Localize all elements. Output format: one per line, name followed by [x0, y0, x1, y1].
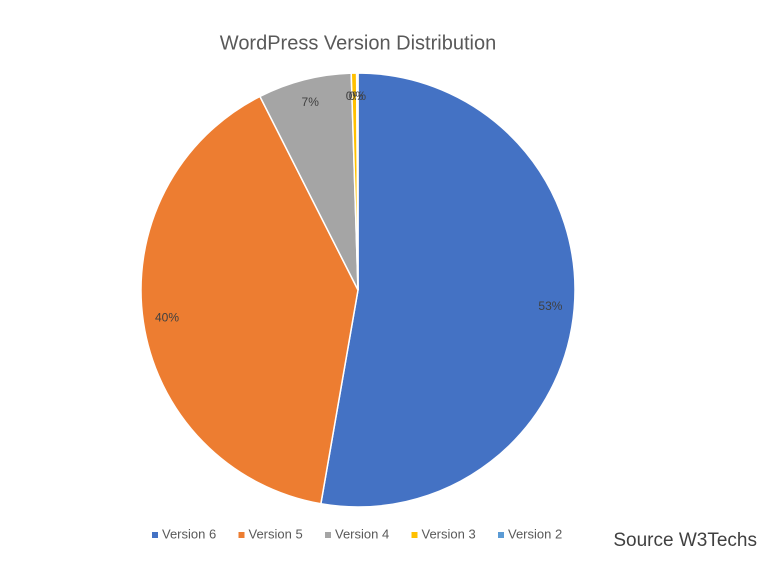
- value-label: 53%: [538, 299, 562, 313]
- legend-swatch: [152, 532, 158, 538]
- chart-title: WordPress Version Distribution: [220, 32, 496, 54]
- legend-label: Version 2: [508, 526, 562, 541]
- legend-label: Version 4: [335, 526, 389, 541]
- pie-slice: [355, 72, 359, 291]
- legend-swatch: [325, 532, 331, 538]
- value-label: 0%: [346, 89, 364, 103]
- value-label: 0%: [349, 89, 367, 103]
- pie-slice: [140, 95, 359, 505]
- source-note: Source W3Techs: [613, 530, 757, 551]
- legend-label: Version 6: [162, 526, 216, 541]
- legend-label: Version 5: [249, 526, 303, 541]
- value-label: 7%: [302, 95, 320, 109]
- legend-label: Version 3: [422, 526, 476, 541]
- legend-swatch: [411, 532, 418, 538]
- legend-swatch: [498, 532, 504, 538]
- legend-swatch: [238, 532, 245, 538]
- pie-slice: [320, 72, 576, 508]
- value-label: 40%: [155, 311, 179, 325]
